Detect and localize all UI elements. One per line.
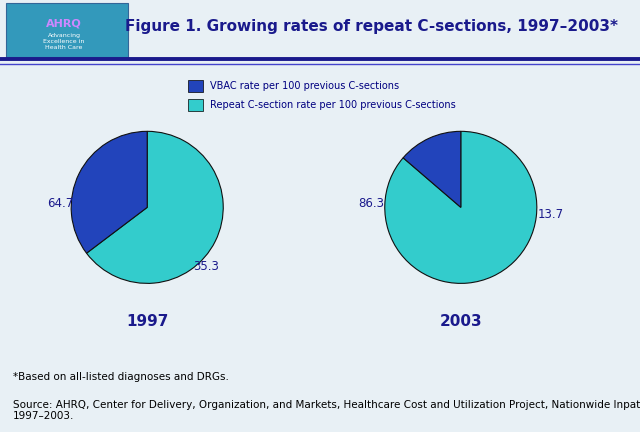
Wedge shape xyxy=(403,131,461,207)
Wedge shape xyxy=(385,131,537,283)
Text: AHRQ: AHRQ xyxy=(46,19,82,29)
Text: Advancing
Excellence in
Health Care: Advancing Excellence in Health Care xyxy=(44,33,84,50)
Bar xyxy=(188,99,203,111)
Text: *Based on all-listed diagnoses and DRGs.: *Based on all-listed diagnoses and DRGs. xyxy=(13,372,228,382)
Wedge shape xyxy=(86,131,223,283)
Text: Repeat C-section rate per 100 previous C-sections: Repeat C-section rate per 100 previous C… xyxy=(210,100,456,110)
Bar xyxy=(188,80,203,92)
Text: 64.7: 64.7 xyxy=(47,197,73,210)
Wedge shape xyxy=(71,131,147,253)
Text: VBAC rate per 100 previous C-sections: VBAC rate per 100 previous C-sections xyxy=(210,81,399,91)
Text: Source: AHRQ, Center for Delivery, Organization, and Markets, Healthcare Cost an: Source: AHRQ, Center for Delivery, Organ… xyxy=(13,400,640,422)
Text: 13.7: 13.7 xyxy=(538,209,564,222)
Bar xyxy=(6,3,128,57)
Text: Figure 1. Growing rates of repeat C-sections, 1997–2003*: Figure 1. Growing rates of repeat C-sect… xyxy=(125,19,618,34)
Text: 35.3: 35.3 xyxy=(193,260,220,273)
Text: 2003: 2003 xyxy=(440,314,482,329)
Text: 1997: 1997 xyxy=(126,314,168,329)
Text: 86.3: 86.3 xyxy=(358,197,384,210)
